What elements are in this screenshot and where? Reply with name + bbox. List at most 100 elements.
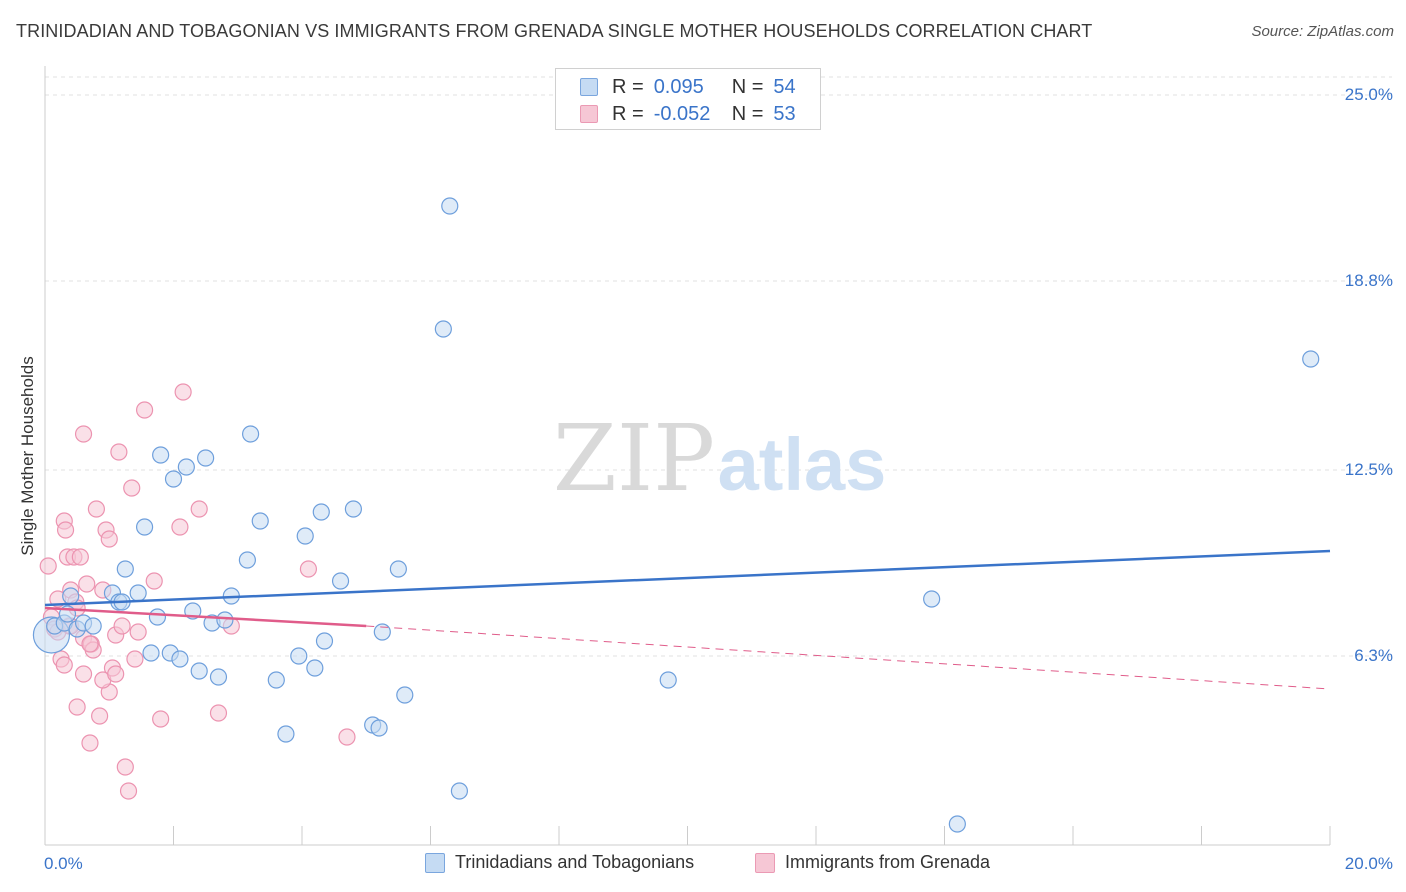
point-trinidad (209, 668, 228, 686)
point-trinidad (251, 512, 269, 530)
point-grenada (110, 443, 128, 461)
point-grenada (299, 560, 318, 578)
grid-lines (45, 76, 1392, 657)
point-grenada (56, 521, 75, 539)
point-grenada (174, 383, 192, 401)
point-grenada (81, 734, 99, 752)
point-trinidad (389, 560, 407, 578)
point-trinidad (62, 587, 80, 605)
point-grenada (74, 425, 93, 443)
point-trinidad (135, 518, 154, 536)
point-grenada (55, 656, 73, 674)
legend-r-label: R = (612, 102, 644, 125)
point-trinidad (296, 527, 314, 545)
point-grenada (135, 401, 154, 419)
point-grenada (171, 518, 189, 536)
legend-label-trinidad: Trinidadians and Tobagonians (455, 852, 695, 872)
point-trinidad (659, 671, 677, 689)
point-trinidad (84, 617, 102, 635)
point-grenada (126, 650, 144, 668)
legend-n-value: 54 (773, 75, 796, 98)
legend-swatch-blue (580, 78, 598, 96)
point-trinidad (923, 590, 941, 608)
point-trinidad (277, 725, 295, 743)
y-tick-label: 12.5% (1345, 460, 1393, 479)
point-grenada (145, 572, 163, 590)
point-trinidad (344, 500, 362, 518)
point-grenada (209, 704, 228, 722)
series-legend: Trinidadians and Tobagonians Immigrants … (0, 852, 1406, 876)
point-grenada (116, 758, 134, 776)
point-trinidad (1302, 350, 1320, 368)
legend-item-grenada: Immigrants from Grenada (755, 852, 990, 873)
point-grenada (119, 782, 138, 800)
axes (44, 66, 1331, 846)
legend-swatch-pink (755, 852, 775, 873)
point-trinidad (142, 644, 160, 662)
chart-title: TRINIDADIAN AND TOBAGONIAN VS IMMIGRANTS… (16, 21, 1093, 41)
legend-swatch-blue (425, 852, 445, 873)
point-trinidad (948, 815, 966, 833)
point-trinidad (129, 584, 147, 602)
source-credit: Source: ZipAtlas.com (1251, 23, 1394, 40)
legend-label-grenada: Immigrants from Grenada (785, 852, 991, 872)
watermark: ZIP atlas (553, 405, 886, 512)
point-grenada (68, 698, 86, 716)
point-trinidad (190, 662, 208, 680)
series-grenada-points (39, 383, 356, 800)
point-grenada (78, 575, 96, 593)
point-grenada (338, 728, 356, 746)
legend-n-value: 53 (773, 102, 796, 125)
point-grenada (107, 665, 125, 683)
y-tick-label: 6.3% (1354, 646, 1393, 665)
point-grenada (100, 530, 118, 548)
point-grenada (91, 707, 109, 725)
point-trinidad (164, 470, 183, 488)
point-trinidad (315, 632, 334, 650)
point-trinidad (116, 560, 134, 578)
point-trinidad (242, 425, 260, 443)
point-trinidad (312, 503, 330, 521)
trend-line-grenada (44, 606, 367, 628)
legend-row-grenada: R = -0.052 N = 53 (580, 102, 796, 126)
point-grenada (190, 500, 208, 518)
trend-lines (44, 549, 1331, 690)
point-trinidad (216, 611, 234, 629)
x-tick-label-min: 0.0% (44, 854, 83, 873)
point-trinidad (396, 686, 414, 704)
point-trinidad (331, 572, 350, 590)
y-tick-label: 25.0% (1345, 85, 1393, 104)
point-trinidad (373, 623, 391, 641)
point-trinidad (306, 659, 324, 677)
point-trinidad (238, 551, 256, 569)
point-trinidad (171, 650, 189, 668)
point-trinidad (434, 320, 452, 338)
point-grenada (129, 623, 147, 641)
point-grenada (39, 557, 57, 575)
point-trinidad (370, 719, 388, 737)
watermark-atlas: atlas (718, 423, 887, 506)
point-grenada (71, 548, 89, 566)
series-trinidad-points (32, 197, 1320, 833)
legend-r-value: 0.095 (653, 75, 704, 98)
point-trinidad (267, 671, 285, 689)
watermark-zip: ZIP (553, 405, 715, 512)
point-trinidad (148, 608, 167, 626)
legend-swatch-pink (580, 105, 598, 123)
point-grenada (152, 710, 170, 728)
point-trinidad (450, 782, 469, 800)
legend-r-value: -0.052 (653, 102, 711, 125)
point-grenada (81, 635, 99, 653)
point-grenada (123, 479, 141, 497)
legend-item-trinidad: Trinidadians and Tobagonians (425, 852, 694, 873)
legend-row-trinidad: R = 0.095 N = 54 (580, 75, 796, 99)
legend-r-label: R = (612, 75, 644, 98)
point-trinidad (441, 197, 459, 215)
point-trinidad (152, 446, 170, 464)
point-grenada (113, 617, 131, 635)
point-trinidad (197, 449, 215, 467)
point-grenada (74, 665, 93, 683)
point-grenada (87, 500, 106, 518)
point-trinidad (290, 647, 308, 665)
